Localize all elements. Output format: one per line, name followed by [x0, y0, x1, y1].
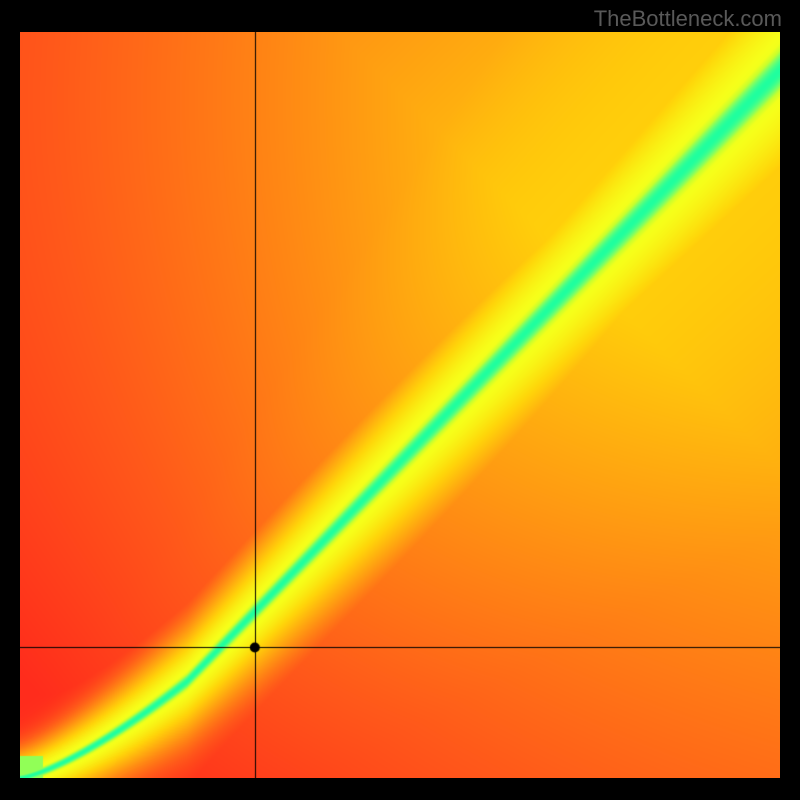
heatmap-canvas — [20, 32, 780, 778]
chart-container: TheBottleneck.com — [0, 0, 800, 800]
watermark-text: TheBottleneck.com — [594, 6, 782, 32]
plot-area — [20, 32, 780, 778]
